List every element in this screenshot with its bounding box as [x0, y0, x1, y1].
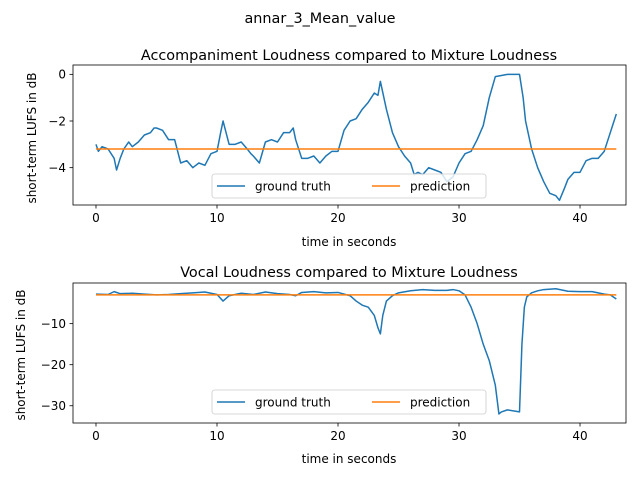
x-tick-label: 10	[209, 429, 224, 443]
y-axis-label: short-term LUFS in dB	[25, 72, 39, 203]
series-line-ground-truth	[95, 288, 617, 415]
legend-label-ground-truth: ground truth	[255, 396, 331, 410]
legend-label-prediction: prediction	[410, 180, 470, 194]
x-axis-label: time in seconds	[302, 235, 397, 249]
legend: ground truth prediction	[211, 173, 487, 199]
axes-frame	[72, 64, 627, 206]
legend: ground truth prediction	[211, 389, 487, 415]
x-tick-label: 10	[209, 211, 224, 225]
x-axis-label: time in seconds	[302, 452, 397, 466]
x-tick-label: 30	[451, 429, 466, 443]
x-tick-label: 0	[92, 211, 100, 225]
legend-label-ground-truth: ground truth	[255, 180, 331, 194]
plot-area: 0 10 20 30 40 −30 −20 −10 ground truth prediction	[41, 282, 627, 443]
legend-label-prediction: prediction	[410, 396, 470, 410]
x-tick-label: 0	[92, 429, 100, 443]
y-tick-label: −20	[41, 358, 66, 372]
subplot-title: Vocal Loudness compared to Mixture Loudn…	[180, 265, 518, 281]
subplot-accompaniment: Accompaniment Loudness compared to Mixtu…	[25, 48, 627, 249]
y-tick-label: 0	[58, 68, 66, 82]
subplot-vocal: Vocal Loudness compared to Mixture Loudn…	[14, 265, 627, 466]
figure-suptitle: annar_3_Mean_value	[244, 11, 395, 27]
y-tick-label: −2	[48, 114, 66, 128]
y-tick-label: −10	[41, 317, 66, 331]
x-tick-label: 20	[330, 211, 345, 225]
x-tick-label: 30	[451, 211, 466, 225]
y-axis-label: short-term LUFS in dB	[14, 289, 28, 420]
axes-frame	[72, 282, 627, 424]
x-tick-label: 20	[330, 429, 345, 443]
legend-box	[211, 389, 487, 415]
x-tick-label: 40	[572, 429, 587, 443]
y-tick-label: −4	[48, 161, 66, 175]
subplot-title: Accompaniment Loudness compared to Mixtu…	[141, 48, 557, 64]
series-line-ground-truth	[95, 73, 618, 202]
y-tick-label: −30	[41, 399, 66, 413]
x-tick-label: 40	[572, 211, 587, 225]
legend-box	[211, 173, 487, 199]
plot-area: 0 10 20 30 40 −4 −2 0 ground truth prediction	[48, 64, 627, 225]
